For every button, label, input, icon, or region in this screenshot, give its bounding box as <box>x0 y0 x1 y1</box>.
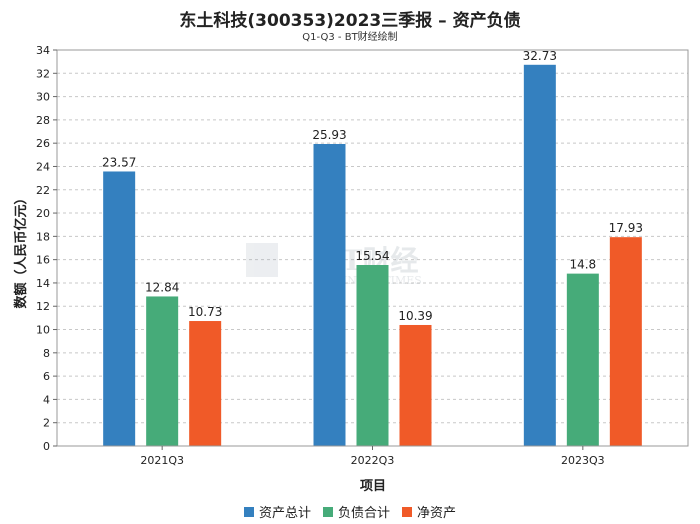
y-tick-label: 18 <box>36 230 50 243</box>
data-label: 25.93 <box>312 128 346 142</box>
y-tick-label: 6 <box>43 370 50 383</box>
bar <box>356 265 389 446</box>
y-tick-label: 4 <box>43 393 50 406</box>
bar <box>609 237 642 446</box>
data-label: 32.73 <box>523 49 557 63</box>
y-tick-label: 14 <box>36 277 50 290</box>
y-tick-label: 32 <box>36 67 50 80</box>
legend-label: 净资产 <box>417 506 457 521</box>
chart-title: 东土科技(300353)2023三季报 – 资产负债 <box>179 11 521 31</box>
x-tick-label: 2021Q3 <box>140 454 184 467</box>
data-label: 15.54 <box>355 249 389 263</box>
y-tick-label: 10 <box>36 324 50 337</box>
legend-item: 净资产 <box>402 502 456 521</box>
bar <box>103 171 136 446</box>
x-tick-label: 2022Q3 <box>351 454 395 467</box>
y-tick-label: 8 <box>43 347 50 360</box>
y-tick-label: 2 <box>43 417 50 430</box>
legend-label: 资产总计 <box>258 506 311 521</box>
y-tick-label: 20 <box>36 207 50 220</box>
legend-item: 负债合计 <box>322 502 390 521</box>
legend-swatch <box>402 506 412 517</box>
watermark-logo-icon <box>246 243 278 277</box>
data-label: 23.57 <box>102 155 136 169</box>
x-axis-label: 项目 <box>360 479 386 494</box>
legend-swatch <box>322 506 333 517</box>
data-label: 14.8 <box>569 258 596 272</box>
data-label: 10.73 <box>188 305 222 319</box>
chart-subtitle: Q1-Q3 - BT财经绘制 <box>302 32 398 43</box>
y-tick-label: 12 <box>36 300 50 313</box>
bar <box>399 324 432 446</box>
bars <box>103 64 642 447</box>
data-label: 17.93 <box>609 221 643 235</box>
data-label: 12.84 <box>145 280 179 294</box>
legend-swatch <box>243 506 254 517</box>
data-labels: 23.57 12.84 10.73 25.93 15.54 10.39 32.73 14.8 1… <box>102 49 643 323</box>
y-tick-label: 24 <box>36 160 50 173</box>
legend-label: 负债合计 <box>337 506 390 521</box>
bar <box>566 273 599 446</box>
bar <box>313 143 346 446</box>
y-tick-label: 28 <box>36 114 50 127</box>
y-tick-label: 34 <box>36 44 50 57</box>
bar <box>189 321 222 446</box>
legend-item: 资产总计 <box>243 502 311 521</box>
y-axis-label: 数额（人民币亿元） <box>13 191 29 308</box>
x-tick-label: 2023Q3 <box>561 454 605 467</box>
y-tick-label: 0 <box>43 440 50 453</box>
bar <box>523 64 556 447</box>
y-tick-label: 16 <box>36 254 50 267</box>
bar <box>146 296 179 446</box>
y-tick-label: 26 <box>36 137 50 150</box>
y-tick-label: 22 <box>36 184 50 197</box>
legend: 资产总计 负债合计 净资产 <box>0 502 700 521</box>
data-label: 10.39 <box>398 309 432 323</box>
y-tick-label: 30 <box>36 91 50 104</box>
